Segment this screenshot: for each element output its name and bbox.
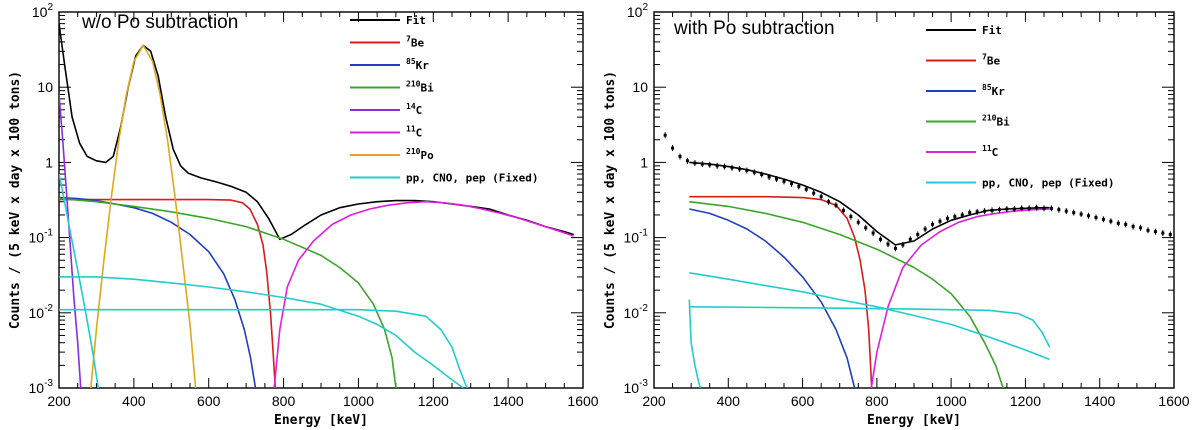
- y-tick-label: 10-3: [624, 378, 649, 396]
- y-tick-label: 102: [32, 2, 54, 20]
- y-tick-label: 102: [627, 2, 649, 20]
- y-tick-label: 1: [640, 154, 648, 170]
- series-line-7be: [59, 198, 277, 388]
- y-tick-label: 10: [632, 79, 648, 95]
- y-tick-label: 10: [37, 79, 53, 95]
- x-tick-label: 200: [47, 393, 71, 409]
- x-tick-label: 1600: [1158, 393, 1189, 409]
- series-line-component-9: [59, 308, 468, 388]
- series-line-11c: [870, 208, 1050, 388]
- x-tick-label: 400: [717, 393, 741, 409]
- series-line-pp-cno-pep-fixed-: [688, 299, 702, 388]
- legend-label: Fit: [406, 14, 426, 27]
- y-tick-label: 10-3: [29, 378, 54, 396]
- series-line-11c: [273, 200, 574, 388]
- chart-panel-1: 200 400 600 800 1000 1200 1400 1600 10-3 10-2 10-1…: [8, 2, 599, 428]
- series-line-210bi: [59, 197, 397, 388]
- series-line-fit: [689, 161, 1050, 246]
- x-tick-label: 1000: [936, 393, 967, 409]
- series-line-pp-cno-pep-fixed-: [59, 173, 100, 388]
- legend-label: 210Bi: [406, 80, 434, 95]
- legend-label: 7Be: [406, 35, 424, 50]
- x-tick-label: 600: [791, 393, 815, 409]
- y-axis-label: Counts / (5 keV x day x 100 tons): [8, 71, 23, 329]
- x-axis-label: Energy [keV]: [867, 413, 961, 428]
- panel-title: with Po subtraction: [673, 18, 835, 39]
- x-tick-label: 1600: [567, 393, 598, 409]
- series-line-component-8: [59, 276, 464, 388]
- legend-label: 85Kr: [406, 57, 429, 72]
- legend: Fit 7Be 85Kr 210Bi 14C 11C 210Po pp, CNO, pep (…: [350, 14, 538, 185]
- legend-label: Fit: [982, 24, 1002, 37]
- legend: Fit 7Be 85Kr 210Bi 11C pp, CNO, pep (Fixed): [926, 24, 1114, 190]
- legend-label: 210Po: [406, 147, 434, 162]
- y-tick-label: 1: [45, 154, 53, 170]
- y-tick-label: 10-1: [29, 228, 54, 246]
- legend-label: 210Bi: [982, 114, 1010, 129]
- x-tick-label: 1400: [1084, 393, 1115, 409]
- legend-label: pp, CNO, pep (Fixed): [406, 172, 538, 185]
- y-tick-label: 10-2: [624, 303, 649, 321]
- legend-label: 7Be: [982, 53, 1000, 68]
- series-line-210bi: [689, 200, 1004, 388]
- x-tick-label: 800: [865, 393, 889, 409]
- x-tick-label: 200: [642, 393, 666, 409]
- series-line-component-7: [689, 306, 1051, 348]
- x-axis-label: Energy [keV]: [274, 413, 368, 428]
- series-line-7be: [689, 195, 873, 388]
- x-tick-label: 1200: [418, 393, 449, 409]
- x-tick-label: 1400: [493, 393, 524, 409]
- legend-label: pp, CNO, pep (Fixed): [982, 177, 1114, 190]
- series-line-85kr: [689, 208, 856, 388]
- chart-panel-2: 200 400 600 800 1000 1200 1400 1600 10-3 10-2 10-1…: [603, 2, 1190, 428]
- curves: [59, 23, 574, 388]
- series-line-component-6: [689, 272, 1050, 361]
- x-tick-label: 1000: [343, 393, 374, 409]
- legend-label: 85Kr: [982, 83, 1005, 98]
- x-tick-label: 800: [272, 393, 296, 409]
- curves: [663, 132, 1172, 388]
- series-line-85kr: [59, 196, 257, 388]
- x-tick-label: 400: [122, 393, 146, 409]
- legend-label: 11C: [982, 144, 998, 159]
- y-tick-label: 10-1: [624, 228, 649, 246]
- legend-label: 11C: [406, 125, 422, 140]
- series-line-210po: [90, 44, 197, 388]
- panel-title: w/o Po subtraction: [81, 12, 238, 33]
- y-axis-label: Counts / (5 keV x day x 100 tons): [603, 71, 618, 329]
- y-tick-label: 10-2: [29, 303, 54, 321]
- series-line-14c: [59, 94, 82, 388]
- legend-label: 14C: [406, 102, 422, 117]
- x-tick-label: 600: [197, 393, 221, 409]
- x-tick-label: 1200: [1010, 393, 1041, 409]
- plot-frame: [653, 11, 1175, 389]
